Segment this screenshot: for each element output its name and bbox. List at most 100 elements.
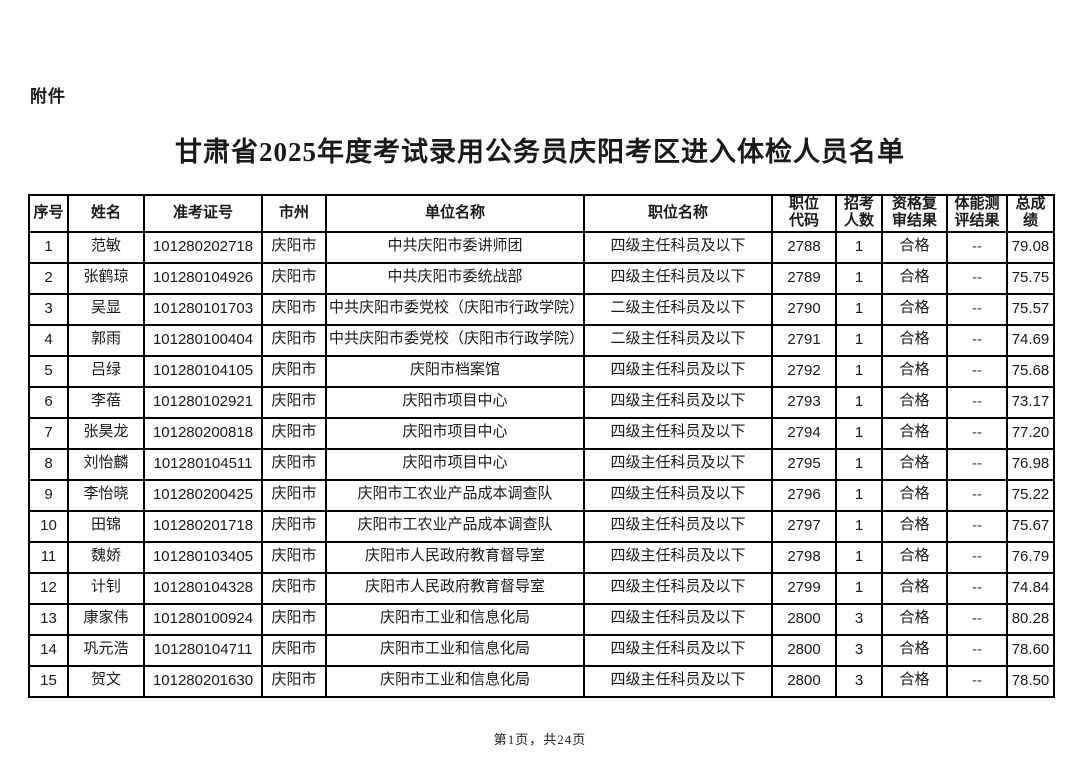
cell-position-name: 二级主任科员及以下: [583, 292, 773, 326]
cell-qualification-result: 合格: [881, 540, 948, 574]
cell-recruit-count: 1: [835, 292, 883, 326]
cell-index: 13: [28, 602, 69, 636]
table-row: 8 刘怡麟 101280104511 庆阳市 庆阳市项目中心 四级主任科员及以下 2795 1…: [28, 447, 1055, 481]
cell-recruit-count: 3: [835, 633, 883, 667]
table-row: 12 计钊 101280104328 庆阳市 庆阳市人民政府教育督导室 四级主任科员及以下…: [28, 571, 1055, 605]
cell-position-code: 2792: [771, 354, 837, 388]
cell-total-score: 75.67: [1006, 509, 1055, 543]
cell-city: 庆阳市: [261, 354, 327, 388]
column-header-recruit-count: 招考 人数: [835, 194, 883, 233]
cell-unit-name: 庆阳市项目中心: [325, 447, 585, 481]
cell-total-score: 76.79: [1006, 540, 1055, 574]
cell-position-name: 四级主任科员及以下: [583, 478, 773, 512]
cell-position-name: 四级主任科员及以下: [583, 230, 773, 264]
cell-position-code: 2799: [771, 571, 837, 605]
column-header-index: 序号: [28, 194, 69, 233]
cell-recruit-count: 1: [835, 354, 883, 388]
cell-city: 庆阳市: [261, 385, 327, 419]
cell-fitness-result: --: [946, 385, 1008, 419]
cell-position-name: 四级主任科员及以下: [583, 416, 773, 450]
table-header: 序号 姓名 准考证号 市州 单位名称 职位名称 职位 代码 招考 人数 资格复 审结果 体能测 评…: [28, 194, 1055, 233]
cell-index: 15: [28, 664, 69, 698]
table-row: 14 巩元浩 101280104711 庆阳市 庆阳市工业和信息化局 四级主任科员及以下 2…: [28, 633, 1055, 667]
cell-unit-name: 庆阳市工业和信息化局: [325, 633, 585, 667]
cell-qualification-result: 合格: [881, 602, 948, 636]
cell-ticket-number: 101280103405: [143, 540, 263, 574]
cell-qualification-result: 合格: [881, 478, 948, 512]
cell-total-score: 74.69: [1006, 323, 1055, 357]
cell-fitness-result: --: [946, 540, 1008, 574]
column-header-city: 市州: [261, 194, 327, 233]
cell-fitness-result: --: [946, 292, 1008, 326]
cell-name: 张昊龙: [67, 416, 145, 450]
cell-unit-name: 庆阳市档案馆: [325, 354, 585, 388]
cell-qualification-result: 合格: [881, 447, 948, 481]
cell-name: 张鹤琼: [67, 261, 145, 295]
cell-ticket-number: 101280102921: [143, 385, 263, 419]
cell-position-code: 2793: [771, 385, 837, 419]
cell-unit-name: 庆阳市工农业产品成本调查队: [325, 478, 585, 512]
cell-position-name: 四级主任科员及以下: [583, 354, 773, 388]
cell-total-score: 74.84: [1006, 571, 1055, 605]
cell-fitness-result: --: [946, 633, 1008, 667]
cell-unit-name: 庆阳市人民政府教育督导室: [325, 540, 585, 574]
cell-fitness-result: --: [946, 323, 1008, 357]
cell-recruit-count: 1: [835, 540, 883, 574]
table-row: 4 郭雨 101280100404 庆阳市 中共庆阳市委党校（庆阳市行政学院） 二级主任科…: [28, 323, 1055, 357]
cell-position-code: 2796: [771, 478, 837, 512]
cell-total-score: 75.75: [1006, 261, 1055, 295]
table-row: 7 张昊龙 101280200818 庆阳市 庆阳市项目中心 四级主任科员及以下 2794 1…: [28, 416, 1055, 450]
cell-recruit-count: 1: [835, 230, 883, 264]
cell-index: 8: [28, 447, 69, 481]
column-header-position-name: 职位名称: [583, 194, 773, 233]
cell-total-score: 76.98: [1006, 447, 1055, 481]
cell-unit-name: 中共庆阳市委党校（庆阳市行政学院）: [325, 323, 585, 357]
cell-fitness-result: --: [946, 447, 1008, 481]
cell-position-code: 2798: [771, 540, 837, 574]
cell-position-name: 四级主任科员及以下: [583, 633, 773, 667]
cell-name: 吴显: [67, 292, 145, 326]
cell-city: 庆阳市: [261, 664, 327, 698]
cell-city: 庆阳市: [261, 416, 327, 450]
cell-index: 9: [28, 478, 69, 512]
cell-name: 贺文: [67, 664, 145, 698]
cell-qualification-result: 合格: [881, 633, 948, 667]
cell-fitness-result: --: [946, 416, 1008, 450]
cell-index: 4: [28, 323, 69, 357]
cell-name: 李怡晓: [67, 478, 145, 512]
cell-ticket-number: 101280104328: [143, 571, 263, 605]
cell-name: 田锦: [67, 509, 145, 543]
table-row: 1 范敏 101280202718 庆阳市 中共庆阳市委讲师团 四级主任科员及以下 2788…: [28, 230, 1055, 264]
cell-position-name: 四级主任科员及以下: [583, 540, 773, 574]
cell-total-score: 75.22: [1006, 478, 1055, 512]
cell-position-name: 四级主任科员及以下: [583, 509, 773, 543]
cell-recruit-count: 3: [835, 602, 883, 636]
column-header-position-code: 职位 代码: [771, 194, 837, 233]
cell-position-code: 2794: [771, 416, 837, 450]
cell-city: 庆阳市: [261, 571, 327, 605]
cell-recruit-count: 1: [835, 416, 883, 450]
cell-unit-name: 中共庆阳市委党校（庆阳市行政学院）: [325, 292, 585, 326]
cell-unit-name: 庆阳市工业和信息化局: [325, 602, 585, 636]
cell-city: 庆阳市: [261, 323, 327, 357]
cell-qualification-result: 合格: [881, 664, 948, 698]
cell-index: 1: [28, 230, 69, 264]
cell-index: 6: [28, 385, 69, 419]
cell-ticket-number: 101280104511: [143, 447, 263, 481]
cell-fitness-result: --: [946, 478, 1008, 512]
cell-recruit-count: 1: [835, 509, 883, 543]
cell-fitness-result: --: [946, 664, 1008, 698]
cell-ticket-number: 101280100924: [143, 602, 263, 636]
cell-ticket-number: 101280104105: [143, 354, 263, 388]
cell-total-score: 77.20: [1006, 416, 1055, 450]
cell-position-code: 2797: [771, 509, 837, 543]
cell-qualification-result: 合格: [881, 230, 948, 264]
column-header-fitness-result: 体能测 评结果: [946, 194, 1008, 233]
cell-fitness-result: --: [946, 354, 1008, 388]
cell-city: 庆阳市: [261, 478, 327, 512]
cell-fitness-result: --: [946, 261, 1008, 295]
cell-ticket-number: 101280104711: [143, 633, 263, 667]
cell-total-score: 78.60: [1006, 633, 1055, 667]
cell-position-code: 2788: [771, 230, 837, 264]
